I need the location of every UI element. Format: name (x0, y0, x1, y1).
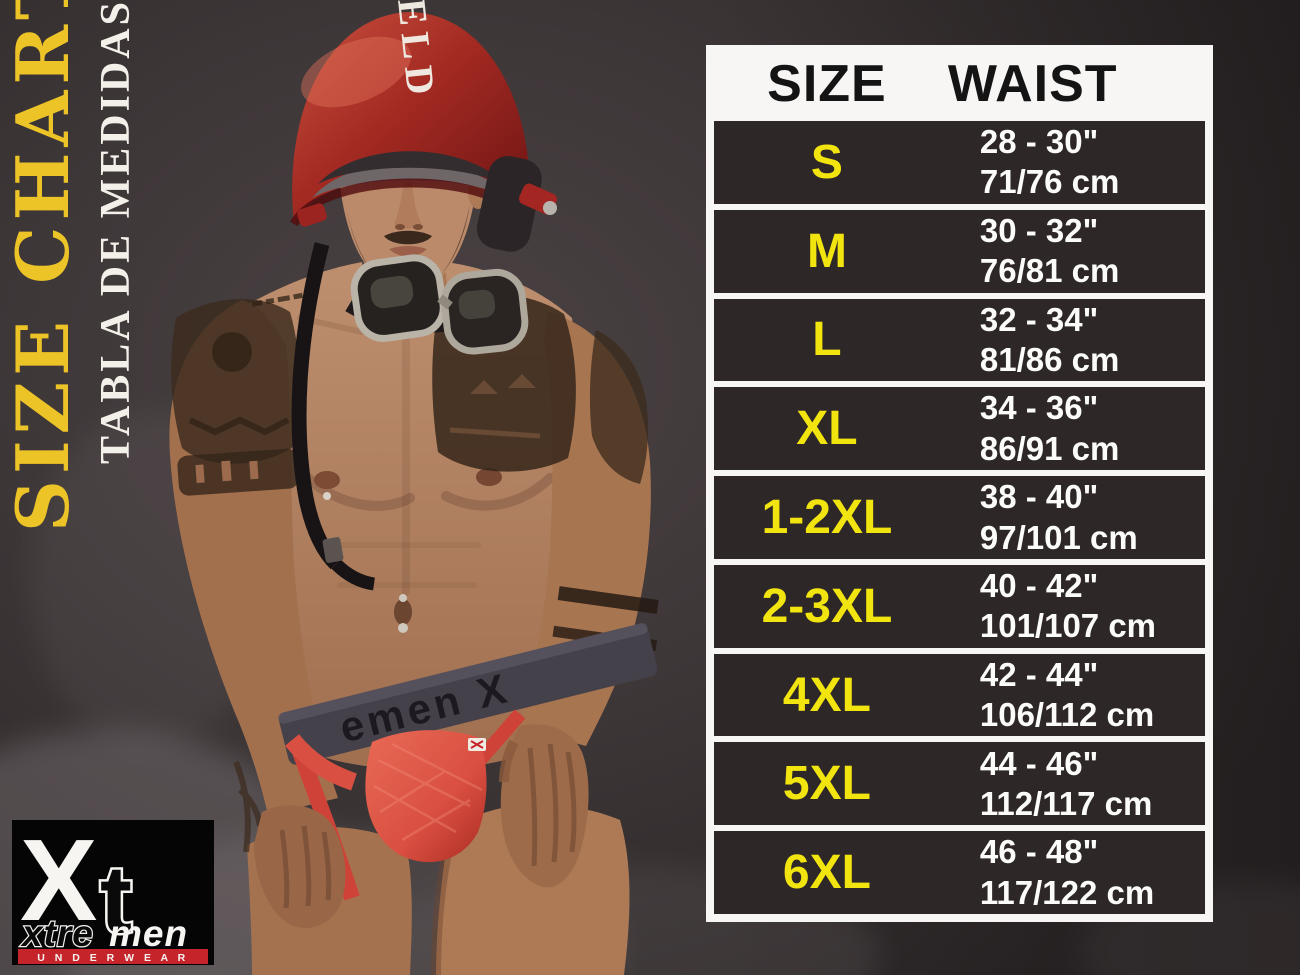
table-row: 1-2XL 38 - 40" 97/101 cm (714, 476, 1205, 559)
waist-cm: 101/107 cm (979, 607, 1157, 645)
waist-cm: 112/117 cm (979, 784, 1153, 822)
waist-inches: 28 - 30" (979, 123, 1099, 161)
table-row: L 32 - 34" 81/86 cm (714, 298, 1205, 382)
helmet-visor-mesh (318, 151, 508, 186)
navel-piercing-bead (398, 623, 408, 633)
size-cell: M (806, 224, 847, 278)
column-header-size: SIZE (767, 55, 887, 113)
strap-buckle (322, 537, 344, 563)
column-header-waist: WAIST (947, 55, 1118, 113)
mustache (384, 230, 432, 245)
page-subtitle: TABLA DE MEDIDAS (93, 0, 139, 464)
waist-inches: 34 - 36" (979, 389, 1099, 427)
right-hand (499, 724, 589, 888)
size-cell: 1-2XL (761, 491, 893, 545)
waist-inches: 44 - 46" (979, 744, 1099, 782)
helmet-ear-flap (476, 156, 542, 252)
navel (394, 599, 412, 625)
left-shoulder-tattoo (171, 299, 300, 464)
goggles-bridge (437, 294, 453, 310)
lips (389, 246, 427, 257)
helmet-strap-clip (543, 201, 557, 215)
waist-inches: 32 - 34" (979, 300, 1099, 338)
size-cell: 2-3XL (761, 579, 893, 633)
helmet-brand-text: ELD (389, 0, 445, 104)
torso-shading (295, 315, 555, 596)
size-cell: L (812, 313, 842, 367)
size-cell: 5XL (782, 757, 871, 811)
table-row: M 30 - 32" 76/81 cm (714, 209, 1205, 293)
waist-inches: 30 - 32" (979, 211, 1099, 249)
waist-cell: 30 - 32" 76/81 cm (940, 210, 1205, 293)
table-header-row: SIZE WAIST (714, 53, 1205, 115)
table-row: S 28 - 30" 71/76 cm (714, 121, 1205, 204)
right-arm-tattoo (589, 330, 648, 484)
table-row: 6XL 46 - 48" 117/122 cm (714, 831, 1205, 915)
nose (394, 182, 422, 229)
logo-background (12, 820, 214, 965)
waist-cell: 34 - 36" 86/91 cm (940, 387, 1205, 470)
table-row: 4XL 42 - 44" 106/112 cm (714, 653, 1205, 737)
waist-cell: 32 - 34" 81/86 cm (940, 299, 1205, 382)
brief-tag-x (470, 740, 484, 749)
brief-edge (285, 734, 357, 791)
size-cell: S (810, 135, 843, 189)
navel-piercing (399, 594, 407, 602)
waist-cm: 76/81 cm (979, 252, 1120, 290)
logo-name-outline: xtre (20, 913, 94, 954)
waist-cm: 117/122 cm (979, 873, 1155, 911)
waist-cell: 38 - 40" 97/101 cm (940, 476, 1205, 559)
logo-letter-t: t (100, 846, 132, 953)
model-figure: emen X (169, 0, 659, 975)
logo-name-solid: men (109, 913, 188, 954)
size-cell: 6XL (782, 846, 871, 900)
waist-cell: 46 - 48" 117/122 cm (940, 831, 1205, 914)
helmet: ELD (290, 0, 557, 591)
red-brief (285, 709, 526, 901)
size-chart-table: SIZE WAIST S 28 - 30" 71/76 cm M 30 - 32… (706, 45, 1213, 922)
waist-inches: 42 - 44" (979, 655, 1099, 693)
waist-cm: 71/76 cm (979, 163, 1120, 201)
brief-texture (373, 742, 483, 842)
waist-cell: 42 - 44" 106/112 cm (940, 654, 1205, 737)
waist-cm: 86/91 cm (979, 429, 1120, 467)
brief-pouch (365, 730, 487, 863)
chin-strap (291, 242, 342, 570)
helmet-highlight (301, 36, 411, 108)
waist-cell: 40 - 42" 101/107 cm (940, 565, 1205, 648)
waist-inches: 40 - 42" (979, 567, 1099, 605)
helmet-strap-anchor (297, 203, 327, 227)
waist-cm: 106/112 cm (979, 696, 1155, 734)
goggles (350, 254, 529, 355)
page-title: SIZE CHART (0, 0, 85, 532)
waist-inches: 46 - 48" (979, 833, 1099, 871)
logo-letter-x: X (20, 820, 97, 945)
waist-cm: 81/86 cm (979, 340, 1120, 378)
waist-inches: 38 - 40" (979, 478, 1099, 516)
waist-cm: 97/101 cm (979, 518, 1138, 556)
nipple-piercing (323, 492, 331, 500)
table-row: 2-3XL 40 - 42" 101/107 cm (714, 564, 1205, 648)
logo-tagline: U N D E R W E A R (37, 952, 188, 964)
table-row: 5XL 44 - 46" 112/117 cm (714, 742, 1205, 826)
waist-cell: 28 - 30" 71/76 cm (940, 121, 1205, 204)
waist-cell: 44 - 46" 112/117 cm (940, 742, 1205, 825)
table-row: XL 34 - 36" 86/91 cm (714, 387, 1205, 471)
size-cell: XL (796, 402, 858, 456)
left-hand (254, 805, 346, 929)
size-cell: 4XL (782, 668, 871, 722)
right-nipple (476, 468, 502, 486)
left-nipple (314, 471, 340, 489)
brand-logo: X t xtre men U N D E R W E A R (12, 820, 214, 965)
bicep-band-tattoo (177, 448, 299, 496)
logo-underwear-bar (18, 949, 208, 964)
